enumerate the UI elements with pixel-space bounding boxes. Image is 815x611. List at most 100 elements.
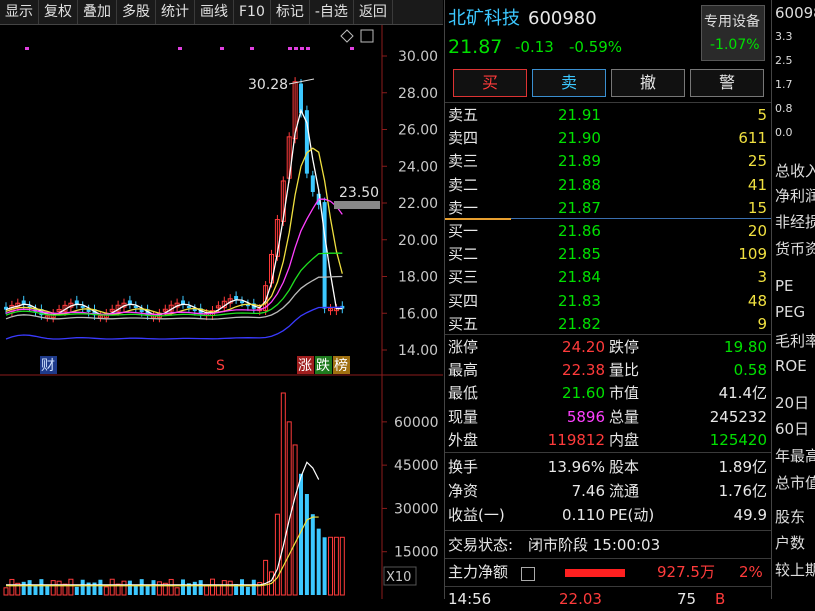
chart-marker[interactable]: 财: [41, 358, 55, 374]
bid-price: 21.86: [558, 222, 601, 240]
kline-chart[interactable]: 30.00 28.00 26.00 24.00 22.00 20.00 18.00 16.00…: [0, 25, 443, 599]
fundamentals-row: 换手 13.96% 股本 1.89亿: [445, 456, 771, 479]
fund-value: 0.110: [562, 506, 605, 524]
panel-toggle-icon[interactable]: [360, 29, 374, 43]
quote-panel: 北矿科技 600980 21.87 -0.13 -0.59% 专用设备 -1.0…: [444, 0, 771, 608]
stats-row: 现量 5896 总量 245232: [445, 406, 771, 429]
bid-volume: 9: [757, 314, 767, 333]
toolbar-item-1[interactable]: 复权: [39, 0, 78, 24]
stat-value: 24.20: [562, 338, 605, 356]
chart-marker[interactable]: 跌: [316, 358, 330, 374]
edge-label: 20日: [775, 394, 810, 412]
bid-price: 21.82: [558, 314, 601, 333]
list-icon[interactable]: [521, 567, 535, 581]
fund-value: 13.96%: [547, 458, 605, 476]
tick-side: B: [715, 590, 726, 608]
bid-level-label: 买三: [448, 268, 479, 287]
bid-row[interactable]: 买二 21.85 109: [445, 243, 771, 266]
fund-label: 流通: [609, 482, 640, 500]
volume-tick: 60000: [394, 415, 439, 431]
volume-tick: 45000: [394, 458, 439, 474]
bid-volume: 48: [747, 291, 767, 310]
volume-tick: 30000: [394, 501, 439, 517]
price-tick: 24.00: [398, 159, 438, 175]
bid-row[interactable]: 买三 21.84 3: [445, 266, 771, 289]
buy-button[interactable]: 买: [453, 69, 527, 97]
stock-code: 600980: [528, 8, 597, 29]
cancel-order-button[interactable]: 撤: [611, 69, 685, 97]
edge-axis-value: 0.8: [775, 102, 793, 115]
ask-volume: 5: [757, 106, 767, 124]
toolbar-item-5[interactable]: 画线: [195, 0, 234, 24]
fund-value: 1.89亿: [718, 458, 767, 476]
sector-box[interactable]: 专用设备 -1.07%: [701, 5, 765, 61]
fundamentals-row: 收益(一) 0.110 PE(动) 49.9: [445, 504, 771, 527]
bid-row[interactable]: 买五 21.82 9: [445, 313, 771, 336]
stats-row: 涨停 24.20 跌停 19.80: [445, 336, 771, 359]
edge-label: 户数: [775, 534, 806, 552]
toolbar-item-8[interactable]: -自选: [310, 0, 354, 24]
bid-volume: 3: [757, 268, 767, 287]
bid-row[interactable]: 买一 21.86 20: [445, 220, 771, 243]
edge-label: 较上期: [775, 561, 815, 579]
price-change: -0.13: [515, 38, 554, 56]
netflow-amount: 927.5万: [657, 563, 715, 581]
bid-volume: 109: [738, 245, 767, 264]
toolbar-item-7[interactable]: 标记: [271, 0, 310, 24]
toolbar-item-2[interactable]: 叠加: [78, 0, 117, 24]
ask-volume: 41: [747, 175, 767, 194]
edge-label: PEG: [775, 303, 806, 321]
toolbar-item-9[interactable]: 返回: [354, 0, 393, 24]
ask-row[interactable]: 卖二 21.88 41: [445, 174, 771, 197]
toolbar-item-6[interactable]: F10: [234, 0, 271, 24]
edge-label: 毛利率: [775, 332, 815, 350]
stat-label: 涨停: [448, 338, 479, 356]
ask-volume: 15: [747, 198, 767, 217]
stat-value: 21.60: [562, 384, 605, 403]
price-tick: 28.00: [398, 86, 438, 102]
toolbar-item-0[interactable]: 显示: [0, 0, 39, 24]
netflow-label: 主力净额: [448, 563, 509, 581]
edge-label: 总收入: [775, 162, 815, 180]
f10-side-panel: 60098 3.3 2.5 1.7 0.8 0.0 总收入净利润非经损货币资 PE PEG 毛利率…: [771, 0, 815, 599]
bid-level-label: 买一: [448, 222, 479, 240]
stats-row: 最低 21.60 市值 41.4亿: [445, 382, 771, 405]
edge-axis-value: 3.3: [775, 30, 793, 43]
ask-price: 21.88: [558, 175, 601, 194]
stat-value: 125420: [709, 430, 767, 449]
alert-button[interactable]: 警: [690, 69, 764, 97]
chart-marker[interactable]: S: [216, 358, 225, 374]
ask-price: 21.89: [558, 152, 601, 171]
price-tick: 18.00: [398, 270, 438, 286]
trade-status-value: 闭市阶段 15:00:03: [528, 536, 661, 554]
bid-row[interactable]: 买四 21.83 48: [445, 290, 771, 313]
edge-label: ROE: [775, 357, 807, 375]
tick-volume: 75: [677, 590, 697, 608]
edge-label: 年最高: [775, 447, 815, 465]
kline-svg[interactable]: 30.00 28.00 26.00 24.00 22.00 20.00 18.00 16.00…: [0, 25, 443, 599]
toolbar-item-3[interactable]: 多股: [117, 0, 156, 24]
stat-label: 跌停: [609, 338, 640, 356]
ask-row[interactable]: 卖四 21.90 611: [445, 127, 771, 150]
fund-label: 净资: [448, 482, 479, 500]
ask-row[interactable]: 卖三 21.89 25: [445, 150, 771, 173]
chart-toolbar: 显示 复权 叠加 多股 统计 画线 F10 标记 -自选 返回: [0, 0, 443, 25]
chart-marker[interactable]: 涨: [298, 358, 312, 374]
ask-row[interactable]: 卖一 21.87 15: [445, 197, 771, 220]
diamond-icon[interactable]: [340, 29, 354, 43]
fund-label: 股本: [609, 458, 640, 476]
zoom-label[interactable]: X10: [386, 570, 411, 585]
edge-label: 非经损: [775, 213, 815, 231]
bid-price: 21.84: [558, 268, 601, 287]
fund-label: 换手: [448, 458, 479, 476]
edge-axis-value: 1.7: [775, 78, 793, 91]
toolbar-item-4[interactable]: 统计: [156, 0, 195, 24]
edge-label: 货币资: [775, 240, 815, 258]
sell-button[interactable]: 卖: [532, 69, 606, 97]
chart-marker[interactable]: 榜: [334, 357, 348, 374]
bid-price: 21.85: [558, 245, 601, 264]
ask-row[interactable]: 卖五 21.91 5: [445, 104, 771, 127]
stat-label: 最高: [448, 361, 479, 380]
ask-level-label: 卖三: [448, 152, 479, 171]
price-tick: 16.00: [398, 306, 438, 322]
